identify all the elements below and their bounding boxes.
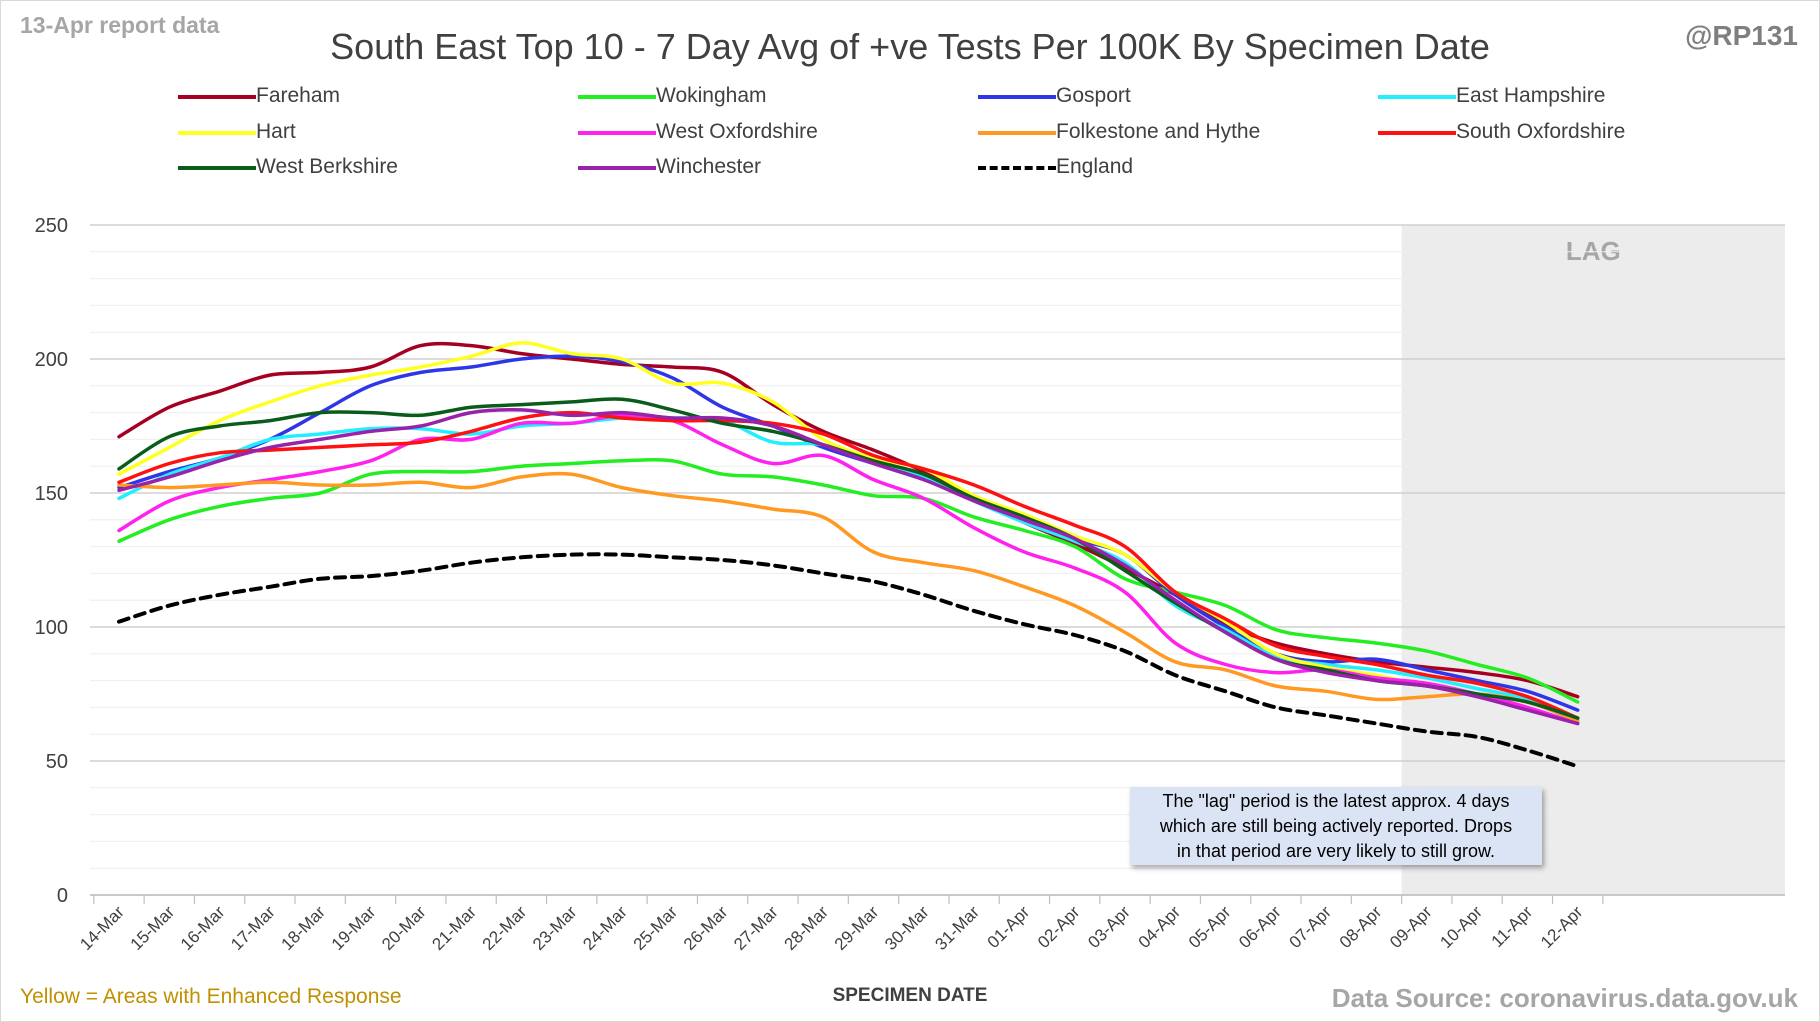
legend-label: South Oxfordshire bbox=[1456, 120, 1626, 143]
legend-swatch bbox=[178, 95, 256, 99]
x-tick-label: 28-Mar bbox=[781, 902, 833, 954]
x-tick-label: 19-Mar bbox=[328, 902, 380, 954]
legend-swatch bbox=[1378, 131, 1456, 135]
x-tick-label: 23-Mar bbox=[529, 902, 581, 954]
x-tick-label: 04-Apr bbox=[1135, 902, 1185, 952]
chart-title: South East Top 10 - 7 Day Avg of +ve Tes… bbox=[330, 26, 1490, 67]
legend-swatch bbox=[578, 95, 656, 99]
annotation-line-3: in that period are very likely to still … bbox=[1176, 841, 1496, 861]
legend-swatch bbox=[178, 131, 256, 135]
legend-label: Wokingham bbox=[656, 84, 767, 107]
legend-label: Gosport bbox=[1056, 84, 1131, 107]
x-tick-label: 06-Apr bbox=[1235, 902, 1285, 952]
series-line-south-oxfordshire bbox=[117, 410, 1580, 720]
lag-annotation: The "lag" period is the latest approx. 4… bbox=[1130, 787, 1542, 865]
legend-swatch bbox=[978, 95, 1056, 99]
x-tick-label: 11-Apr bbox=[1488, 902, 1537, 951]
x-tick-label: 08-Apr bbox=[1336, 902, 1386, 952]
annotation-line-2: which are still being actively reported.… bbox=[1159, 816, 1513, 836]
legend-swatch bbox=[578, 131, 656, 135]
x-tick-label: 05-Apr bbox=[1185, 902, 1235, 952]
x-tick-label: 17-Mar bbox=[227, 902, 279, 954]
data-source: Data Source: coronavirus.data.gov.uk bbox=[1331, 983, 1798, 1013]
x-tick-label: 20-Mar bbox=[378, 902, 430, 954]
legend-label: Hart bbox=[256, 120, 296, 143]
y-tick-label: 0 bbox=[57, 885, 68, 907]
legend-label: Winchester bbox=[656, 155, 762, 178]
y-tick-label: 200 bbox=[35, 349, 68, 371]
x-tick-label: 03-Apr bbox=[1084, 902, 1134, 952]
series-line-wokingham bbox=[117, 457, 1580, 704]
legend-swatch bbox=[578, 166, 656, 170]
legend-label: Fareham bbox=[256, 84, 341, 107]
annotation-line-1: The "lag" period is the latest approx. 4… bbox=[1162, 791, 1510, 811]
legend-label: Folkestone and Hythe bbox=[1056, 120, 1261, 143]
x-tick-label: 07-Apr bbox=[1286, 902, 1336, 952]
x-axis-title: SPECIMEN DATE bbox=[832, 985, 988, 1006]
report-date-label: 13-Apr report data bbox=[20, 12, 220, 38]
enhanced-response-note: Yellow = Areas with Enhanced Response bbox=[20, 985, 402, 1008]
y-tick-label: 100 bbox=[35, 617, 68, 639]
author-handle: @RP131 bbox=[1685, 20, 1798, 51]
x-tick-label: 01-Apr bbox=[984, 902, 1034, 952]
legend-label: West Berkshire bbox=[256, 155, 398, 178]
x-tick-label: 24-Mar bbox=[579, 902, 631, 954]
lag-region bbox=[1401, 225, 1785, 895]
legend-swatch bbox=[178, 166, 256, 170]
legend-swatch bbox=[1378, 95, 1456, 99]
x-tick-label: 25-Mar bbox=[630, 902, 682, 954]
legend-label: East Hampshire bbox=[1456, 84, 1606, 107]
x-tick-label: 31-Mar bbox=[931, 902, 983, 954]
legend-swatch bbox=[978, 166, 1056, 170]
series-line-fareham bbox=[117, 341, 1580, 699]
x-tick-label: 21-Mar bbox=[428, 902, 480, 954]
x-tick-label: 10-Apr bbox=[1436, 902, 1486, 952]
lag-label: LAG bbox=[1566, 236, 1621, 266]
y-tick-label: 50 bbox=[46, 751, 68, 773]
x-tick-label: 18-Mar bbox=[278, 902, 330, 954]
x-tick-label: 30-Mar bbox=[881, 902, 933, 954]
x-tick-label: 02-Apr bbox=[1034, 902, 1084, 952]
series-line-hart bbox=[117, 341, 1580, 720]
series-line-england bbox=[117, 552, 1580, 769]
x-tick-label: 22-Mar bbox=[479, 902, 531, 954]
legend-label: West Oxfordshire bbox=[656, 120, 818, 143]
y-tick-label: 150 bbox=[35, 483, 68, 505]
x-tick-label: 12-Apr bbox=[1537, 902, 1587, 952]
x-tick-label: 27-Mar bbox=[730, 902, 782, 954]
legend-swatch bbox=[978, 131, 1056, 135]
legend-label: England bbox=[1056, 155, 1134, 178]
x-tick-label: 15-Mar bbox=[127, 902, 179, 954]
x-tick-label: 16-Mar bbox=[177, 902, 229, 954]
series-line-folkestone-and-hythe bbox=[117, 471, 1580, 723]
x-tick-label: 26-Mar bbox=[680, 902, 732, 954]
y-tick-label: 250 bbox=[35, 215, 68, 237]
series-line-winchester bbox=[117, 408, 1580, 726]
x-tick-label: 09-Apr bbox=[1386, 902, 1436, 952]
x-tick-label: 29-Mar bbox=[831, 902, 883, 954]
x-tick-label: 14-Mar bbox=[76, 902, 128, 954]
